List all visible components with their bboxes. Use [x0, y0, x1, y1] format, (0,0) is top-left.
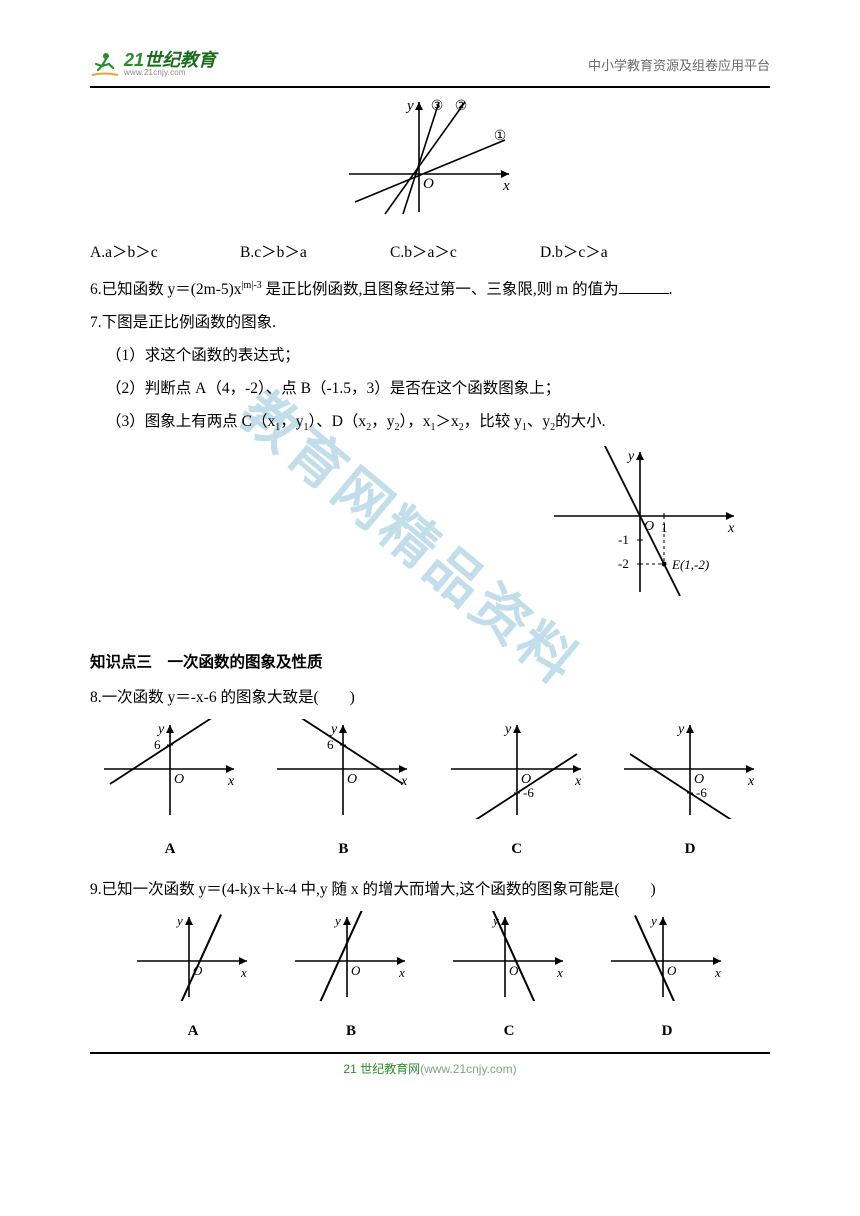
- svg-text:x: x: [227, 774, 235, 789]
- header-rule: [90, 86, 770, 88]
- footer-rule: [90, 1052, 770, 1054]
- svg-text:y: y: [333, 913, 341, 928]
- q9-cap-a: A: [128, 1016, 258, 1046]
- logo-text: 21世纪教育: [124, 51, 216, 69]
- svg-text:O: O: [347, 772, 357, 787]
- q8-cap-a: A: [100, 834, 240, 864]
- q5-opt-b: B.c＞b＞a: [240, 237, 390, 268]
- q9: 9.已知一次函数 y＝(4-k)x＋k-4 中,y 随 x 的增大而增大,这个函…: [90, 874, 770, 905]
- svg-text:x: x: [747, 774, 755, 789]
- q8-cap-c: C: [447, 834, 587, 864]
- q9-cap-c: C: [444, 1016, 574, 1046]
- svg-text:③: ③: [431, 99, 444, 114]
- svg-text:y: y: [676, 722, 685, 737]
- svg-text:x: x: [502, 178, 510, 194]
- runner-icon: [90, 50, 120, 78]
- svg-text:O: O: [423, 176, 434, 192]
- svg-text:①: ①: [494, 129, 507, 144]
- q7-3: （3）图象上有两点 C（x1，y1）、D（x2，y2），x1＞x2，比较 y1、…: [90, 406, 770, 438]
- svg-text:x: x: [714, 965, 721, 980]
- svg-text:y: y: [329, 722, 338, 737]
- section-3-title: 知识点三 一次函数的图象及性质: [90, 647, 770, 678]
- page-container: 21世纪教育 www.21cnjy.com 中小学教育资源及组卷应用平台 y x O…: [0, 0, 860, 1117]
- svg-text:6: 6: [154, 737, 161, 752]
- header-subtitle: 中小学教育资源及组卷应用平台: [588, 55, 770, 74]
- svg-text:y: y: [175, 913, 183, 928]
- svg-text:-1: -1: [618, 532, 629, 547]
- svg-text:x: x: [727, 521, 735, 536]
- q8: 8.一次函数 y＝-x-6 的图象大致是( ): [90, 682, 770, 713]
- svg-text:x: x: [240, 965, 247, 980]
- q7-head: 7.下图是正比例函数的图象.: [90, 307, 770, 338]
- svg-text:y: y: [156, 722, 165, 737]
- q7-2: （2）判断点 A（4，-2）、点 B（-1.5，3）是否在这个函数图象上；: [90, 373, 770, 404]
- q5-opt-a: A.a＞b＞c: [90, 237, 240, 268]
- q6-blank[interactable]: [619, 279, 669, 295]
- svg-text:y: y: [405, 98, 414, 114]
- svg-text:y: y: [626, 449, 635, 464]
- q7-1: （1）求这个函数的表达式；: [90, 340, 770, 371]
- svg-text:-6: -6: [523, 785, 534, 800]
- svg-text:x: x: [400, 774, 408, 789]
- q7-figure: yxO1-1-2E(1,-2): [90, 446, 770, 607]
- logo: 21世纪教育 www.21cnjy.com: [90, 50, 216, 78]
- q5-figure: y x O ③② ①: [90, 96, 770, 227]
- svg-text:x: x: [556, 965, 563, 980]
- svg-text:O: O: [351, 963, 361, 978]
- svg-text:y: y: [649, 913, 657, 928]
- svg-text:E(1,-2): E(1,-2): [671, 557, 709, 572]
- svg-text:x: x: [398, 965, 405, 980]
- svg-text:O: O: [667, 963, 677, 978]
- svg-text:②: ②: [455, 99, 468, 114]
- page-footer: 21 世纪教育网(www.21cnjy.com): [90, 1060, 770, 1077]
- q8-graphs: yxO6A yxO6B yxO-6C yxO-6D: [100, 719, 760, 864]
- content-body: y x O ③② ① A.a＞b＞c B.c＞b＞a C.b＞a＞c D.b＞c＞a 6…: [90, 96, 770, 1046]
- q5-opt-d: D.b＞c＞a: [540, 237, 690, 268]
- q5-options: A.a＞b＞c B.c＞b＞a C.b＞a＞c D.b＞c＞a: [90, 237, 770, 268]
- svg-text:x: x: [574, 774, 582, 789]
- svg-text:y: y: [503, 722, 512, 737]
- q9-cap-b: B: [286, 1016, 416, 1046]
- svg-text:-6: -6: [696, 785, 707, 800]
- q9-cap-d: D: [602, 1016, 732, 1046]
- q8-cap-d: D: [620, 834, 760, 864]
- svg-text:6: 6: [327, 737, 334, 752]
- q5-opt-c: C.b＞a＞c: [390, 237, 540, 268]
- logo-url: www.21cnjy.com: [124, 69, 216, 77]
- page-header: 21世纪教育 www.21cnjy.com 中小学教育资源及组卷应用平台: [90, 50, 770, 78]
- q8-cap-b: B: [273, 834, 413, 864]
- q9-graphs: yxOA yxOB yxOC yxOD: [90, 911, 770, 1046]
- svg-text:O: O: [174, 772, 184, 787]
- svg-text:-2: -2: [618, 556, 629, 571]
- q6: 6.已知函数 y＝(2m-5)x|m|-3 是正比例函数,且图象经过第一、三象限…: [90, 274, 770, 305]
